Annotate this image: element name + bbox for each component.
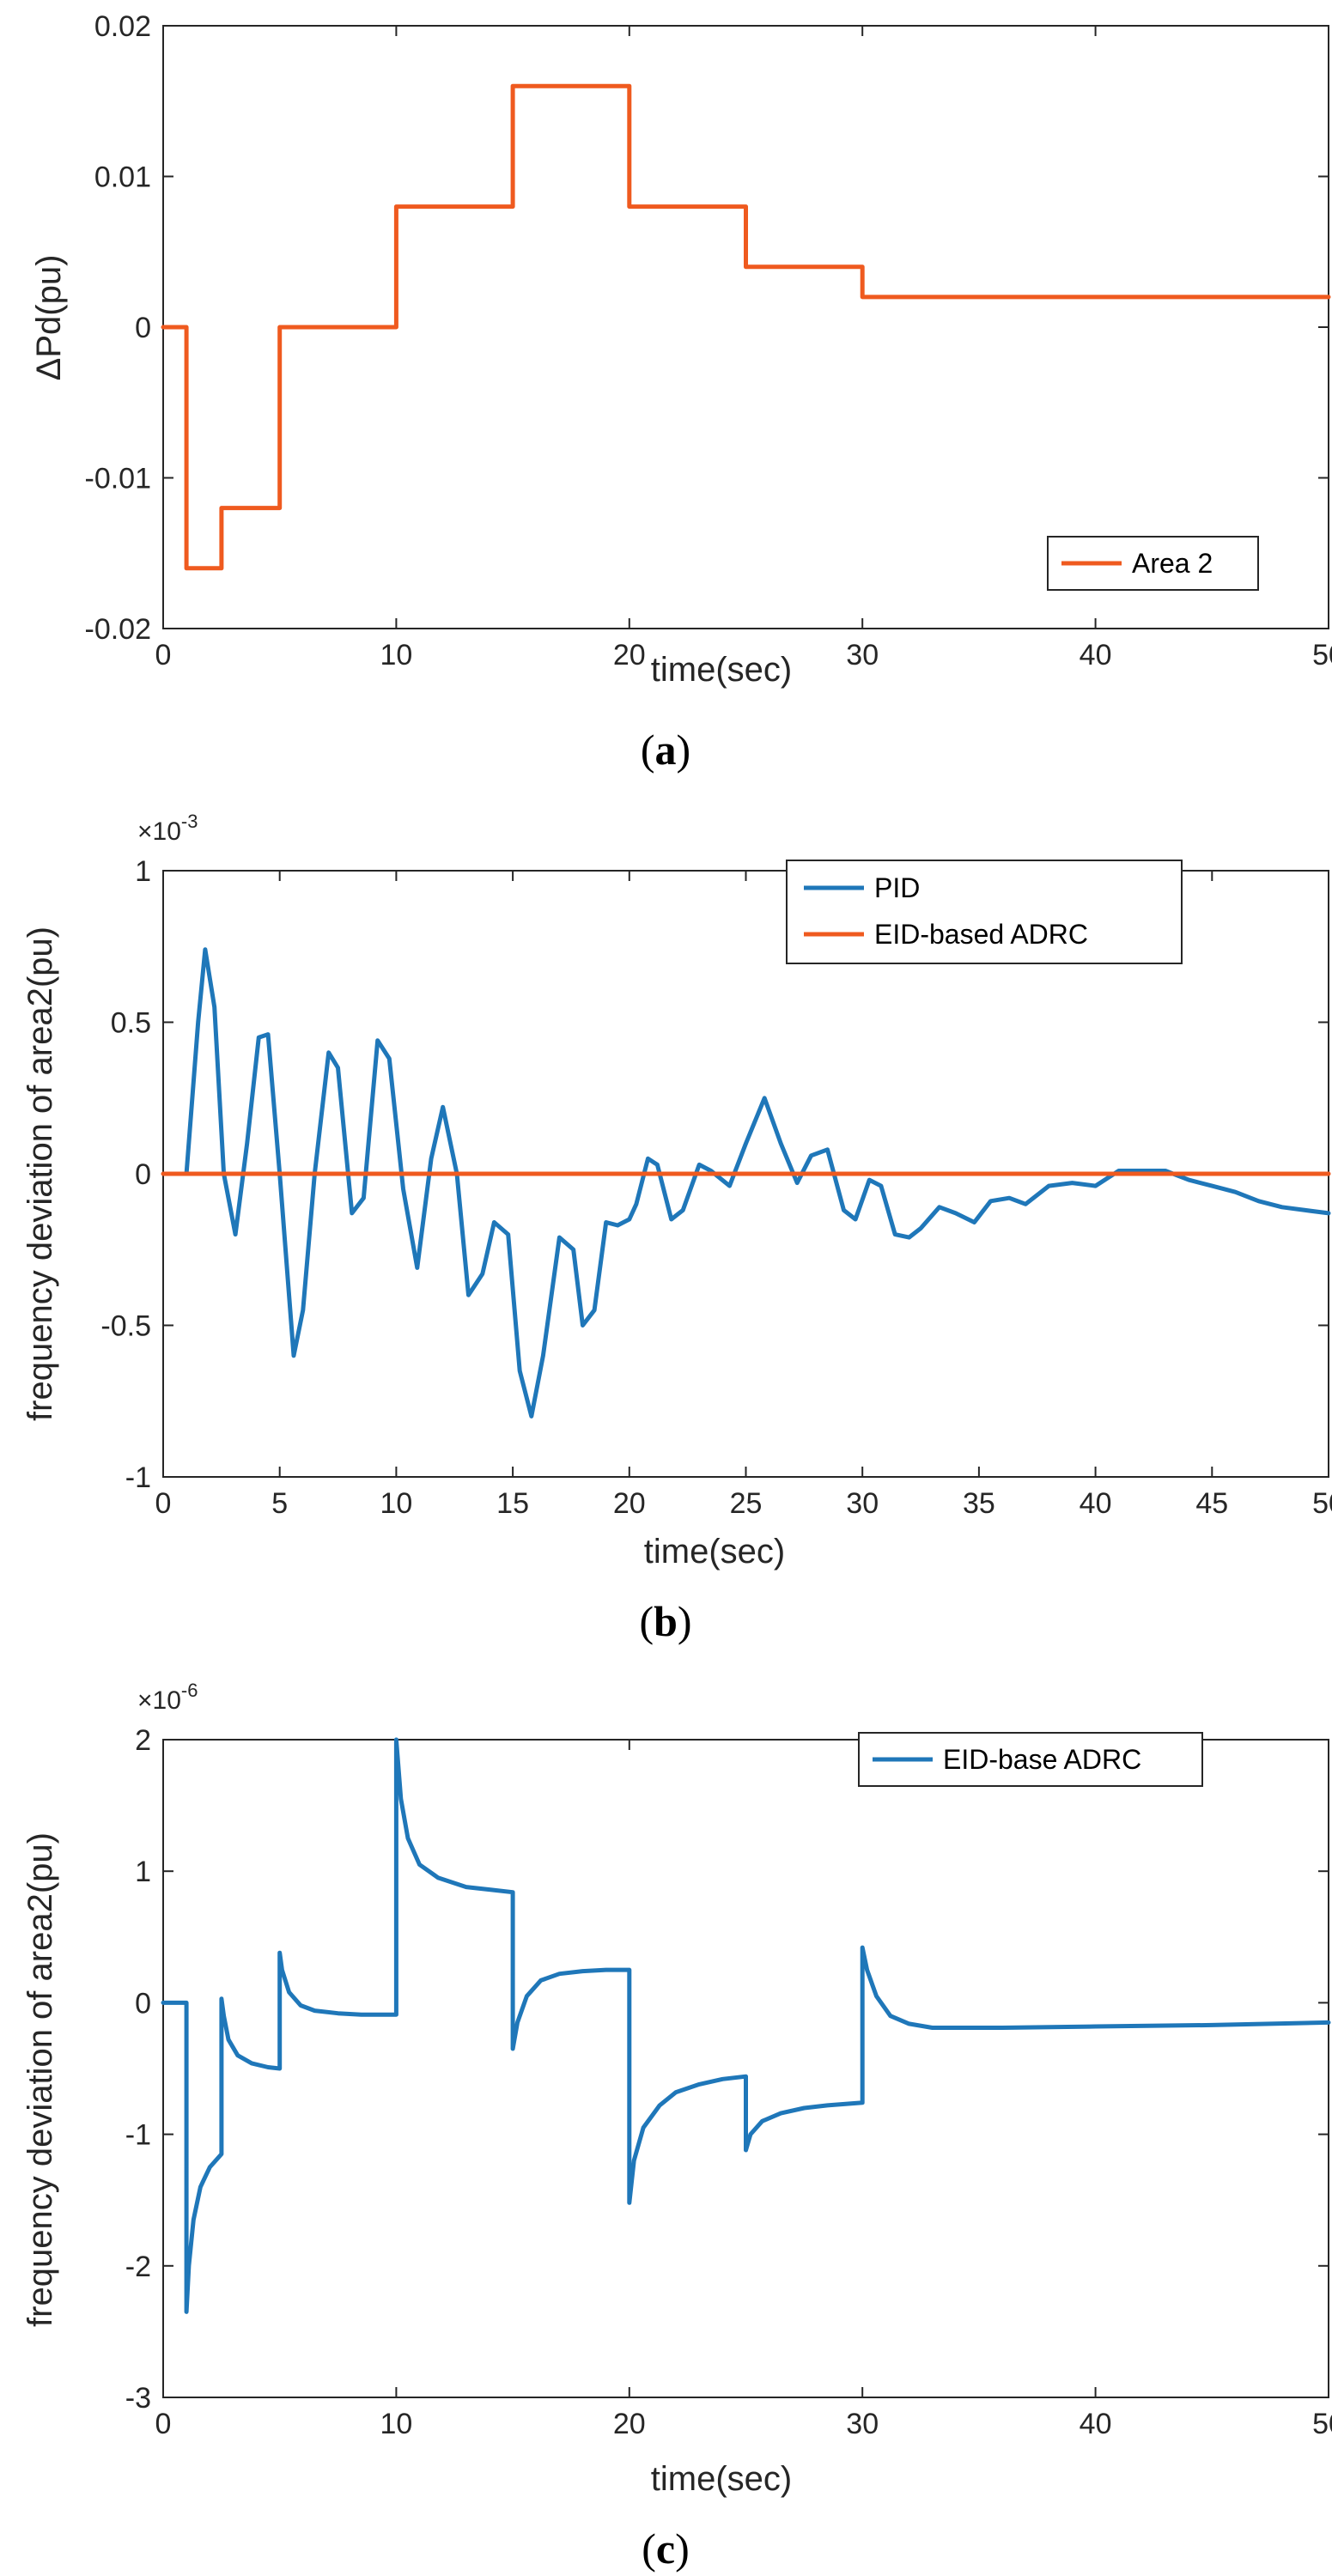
panel-b-legend-label-adrc: EID-based ADRC — [874, 919, 1088, 950]
panel-c-caption-open: ( — [642, 2524, 656, 2573]
panel-b-caption-letter: b — [654, 1597, 678, 1645]
panel-c-x-tick-label: 10 — [380, 2408, 412, 2440]
panel-c-plot-area: 0 10 20 30 40 50 -3 -2 -1 0 1 2 — [125, 1724, 1332, 2440]
panel-b-exponent-label: ×10-3 — [137, 811, 198, 846]
panel-c-caption-letter: c — [656, 2524, 675, 2573]
panel-a-y-axis-label: ΔPd(pu) — [30, 255, 68, 381]
panel-a-y-tick-label: -0.01 — [85, 463, 152, 495]
panel-b-plot-area: 0 5 10 15 20 25 30 35 40 45 50 -1 -0.5 0 0.5 1 — [100, 855, 1332, 1520]
panel-b-x-tick-label: 50 — [1312, 1487, 1332, 1520]
panel-b-x-tick-label: 20 — [613, 1487, 646, 1520]
panel-b-y-tick-label: 0 — [135, 1158, 151, 1191]
panel-a-plot-area: 0 10 20 30 40 50 -0.02 -0.01 0 0.01 0.02 — [85, 10, 1332, 671]
panel-b-x-tick-label: 40 — [1080, 1487, 1112, 1520]
panel-b-x-tick-label: 0 — [155, 1487, 172, 1520]
panel-b-legend: PID EID-based ADRC — [786, 860, 1183, 964]
panel-c-x-tick-label: 30 — [846, 2408, 879, 2440]
panel-c-exponent-label: ×10-6 — [137, 1680, 198, 1715]
panel-b-x-tick-label: 30 — [846, 1487, 879, 1520]
panel-c-y-tick-label: 1 — [135, 1856, 151, 1888]
panel-b-legend-box — [786, 860, 1183, 964]
panel-c-x-tick-label: 20 — [613, 2408, 646, 2440]
panel-c-y-axis-label: frequency deviation of area2(pu) — [21, 1832, 59, 2327]
panel-c-x-axis-label: time(sec) — [651, 2460, 792, 2498]
panel-c-legend-box — [858, 1732, 1203, 1787]
panel-b-exponent-base: ×10 — [137, 817, 181, 846]
panel-b-chart: 0 5 10 15 20 25 30 35 40 45 50 -1 -0.5 0 0.5 1 ×10-3 ti… — [21, 811, 1332, 1645]
panel-c-exponent-base: ×10 — [137, 1686, 181, 1715]
panel-a-series-line-area-2 — [161, 83, 1331, 571]
panel-c-y-tick-label: -3 — [125, 2382, 151, 2415]
panel-c-exponent-power: -6 — [181, 1680, 198, 1701]
panel-c-legend-label-adrc: EID-base ADRC — [943, 1744, 1141, 1775]
panel-b-x-tick-label: 25 — [730, 1487, 763, 1520]
panel-a-x-tick-label: 30 — [846, 639, 879, 671]
panel-c-y-tick-label: 2 — [135, 1724, 151, 1757]
panel-b-x-tick-label: 5 — [271, 1487, 288, 1520]
panel-b-x-tick-label: 45 — [1195, 1487, 1228, 1520]
panel-a-x-axis-label: time(sec) — [651, 651, 792, 689]
panel-c-y-tick-label: -1 — [125, 2119, 151, 2152]
panel-a-y-tick-label: 0 — [135, 312, 151, 344]
panel-a-chart: 0 10 20 30 40 50 -0.02 -0.01 0 0.01 0.02 time(sec)… — [30, 10, 1332, 774]
panel-a-caption-letter: a — [655, 726, 677, 774]
panel-c-caption: (c) — [642, 2524, 690, 2573]
panel-c-x-tick-label: 0 — [155, 2408, 172, 2440]
panel-b-caption: (b) — [639, 1597, 691, 1645]
panel-b-x-axis-label: time(sec) — [644, 1533, 785, 1571]
panel-b-series-line-pid — [184, 947, 1331, 1419]
panel-a-x-tick-label: 10 — [380, 639, 412, 671]
panel-b-y-tick-label: 1 — [135, 855, 151, 888]
panel-a-caption-close: ) — [677, 726, 691, 774]
panel-b-y-tick-label: -0.5 — [100, 1310, 151, 1343]
panel-a-legend-label-area2: Area 2 — [1132, 548, 1213, 579]
panel-a-y-tick-label: 0.02 — [94, 10, 151, 43]
panel-b-legend-label-pid: PID — [874, 872, 920, 903]
panel-c-axes-box — [162, 1739, 1329, 2398]
panel-a-legend: Area 2 — [1047, 536, 1259, 591]
panel-c-y-tick-label: 0 — [135, 1987, 151, 2020]
panel-b-y-tick-label: -1 — [125, 1461, 151, 1494]
panel-b-y-tick-label: 0.5 — [111, 1007, 151, 1040]
panel-c-caption-close: ) — [675, 2524, 690, 2573]
panel-c-series-line-eid-base-adrc — [161, 1737, 1331, 2314]
panel-b-x-tick-label: 15 — [496, 1487, 529, 1520]
panel-b-y-axis-label: frequency deviation of area2(pu) — [21, 927, 59, 1421]
panel-b-caption-close: ) — [678, 1597, 692, 1645]
panel-b-x-tick-label: 35 — [963, 1487, 995, 1520]
panel-a-caption: (a) — [641, 726, 690, 774]
panel-a-x-tick-label: 20 — [613, 639, 646, 671]
panel-c-chart: 0 10 20 30 40 50 -3 -2 -1 0 1 2 ×10-6 time(sec) fre… — [21, 1680, 1332, 2573]
panel-c-legend: EID-base ADRC — [858, 1732, 1203, 1787]
panel-a-y-tick-label: 0.01 — [94, 161, 151, 194]
panel-c-x-tick-label: 50 — [1312, 2408, 1332, 2440]
panel-a-x-tick-label: 40 — [1080, 639, 1112, 671]
panel-b-x-tick-label: 10 — [380, 1487, 412, 1520]
panel-a-x-tick-label: 0 — [155, 639, 172, 671]
panel-a-caption-open: ( — [641, 726, 655, 774]
panel-a-y-tick-label: -0.02 — [85, 613, 152, 646]
panel-b-caption-open: ( — [639, 1597, 654, 1645]
panel-b-exponent-power: -3 — [181, 811, 198, 832]
panel-a-x-tick-label: 50 — [1312, 639, 1332, 671]
panel-c-x-tick-label: 40 — [1080, 2408, 1112, 2440]
panel-c-y-tick-label: -2 — [125, 2251, 151, 2283]
